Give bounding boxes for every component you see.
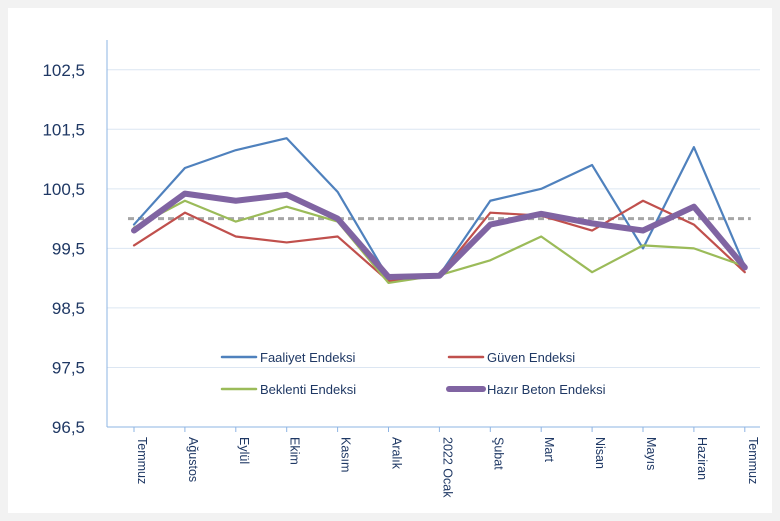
series-line-4 [131,190,748,280]
y-tick-labels: 96,5 97,5 98,5 99,5 100,5 101,5 102,5 [42,61,85,437]
x-tick-label: Ekim [288,437,302,465]
y-tick-label: 96,5 [52,418,85,437]
x-tick-label: Haziran [695,437,709,480]
x-tick-label: Aralık [390,437,404,470]
x-tick-label: Ağustos [186,437,200,482]
legend-label: Faaliyet Endeksi [260,350,355,365]
x-tick-label: Kasım [339,437,353,472]
x-tick-label: Mayıs [644,437,658,470]
x-tick-label: Temmuz [746,437,760,484]
x-tick-labels: Temmuz Ağustos Eylül Ekim Kasım Aralık 2022 Oc… [133,427,760,498]
x-tick-label: Mart [542,437,556,463]
y-tick-label: 101,5 [42,120,85,139]
y-tick-label: 100,5 [42,180,85,199]
legend-label: Güven Endeksi [487,350,575,365]
x-tick-label: 2022 Ocak [440,437,454,498]
y-tick-label: 97,5 [52,358,85,377]
legend-label: Hazır Beton Endeksi [487,382,606,397]
y-tick-label: 99,5 [52,239,85,258]
series-line-3 [132,199,746,285]
series-line-1 [132,137,746,280]
gridlines [107,69,760,428]
series-line-2 [132,199,746,283]
legend: Faaliyet Endeksi Güven Endeksi Beklenti En… [220,350,606,397]
x-tick-label: Temmuz [135,437,149,484]
x-tick-label: Eylül [237,437,251,464]
series-lines [131,137,748,285]
y-tick-label: 98,5 [52,299,85,318]
y-tick-label: 102,5 [42,61,85,80]
legend-label: Beklenti Endeksi [260,382,356,397]
x-tick-label: Şubat [491,437,505,470]
chart-panel [8,8,772,513]
x-tick-label: Nisan [593,437,607,469]
